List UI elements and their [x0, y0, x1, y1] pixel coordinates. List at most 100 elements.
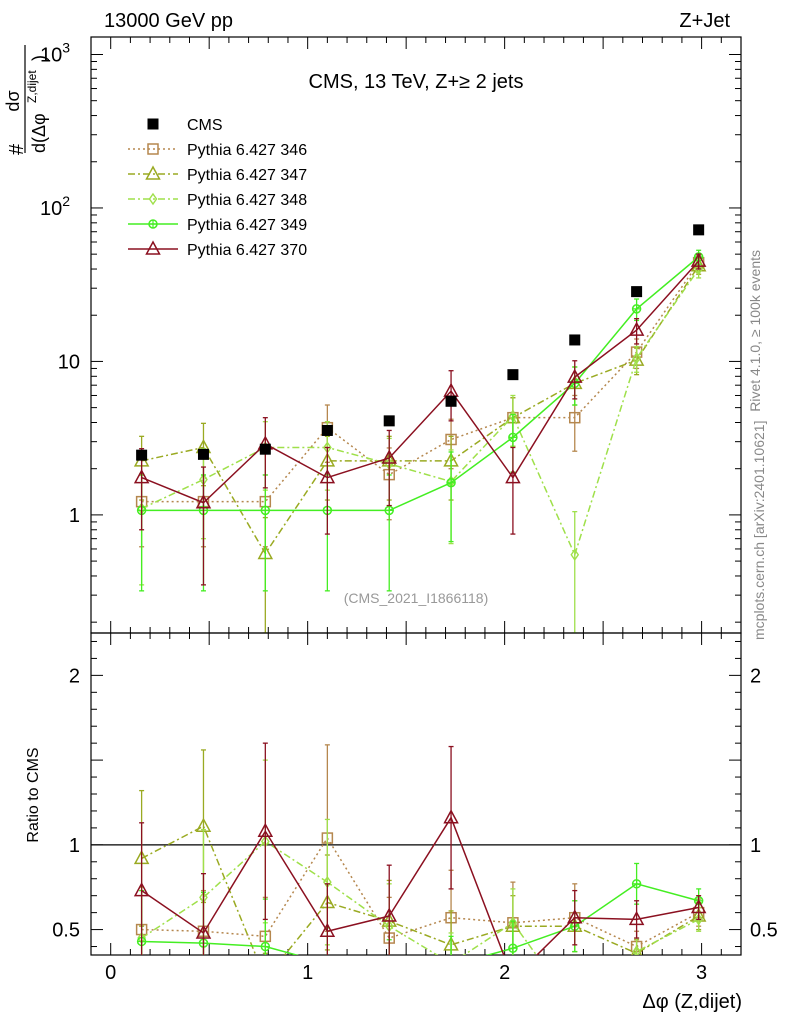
data-point	[133, 882, 150, 897]
legend-label: Pythia 6.427 370	[187, 242, 307, 259]
error-bar	[200, 466, 206, 586]
legend-marker	[145, 165, 161, 180]
y-tick-label: 102	[40, 193, 70, 220]
error-bar	[510, 446, 516, 535]
data-point	[569, 411, 581, 424]
series-p370	[133, 252, 707, 586]
series-line-p347	[141, 825, 700, 955]
error-bar	[572, 889, 578, 946]
main-panel: 1 10 102 103	[40, 36, 742, 634]
data-point	[197, 448, 209, 460]
ratio-y-tick-label-right: 2	[750, 665, 761, 687]
series-p347	[133, 257, 707, 633]
data-point	[321, 424, 333, 436]
series-p370	[133, 742, 707, 999]
x-tick-label: 3	[696, 962, 707, 984]
error-bar	[634, 345, 640, 373]
ratio-y-axis-label: Ratio to CMS	[25, 747, 42, 842]
data-point	[385, 966, 393, 974]
data-point	[690, 252, 707, 267]
data-point	[381, 449, 397, 464]
data-point	[260, 941, 271, 952]
legend-label: CMS	[187, 117, 223, 134]
error-bar	[448, 745, 454, 890]
y-axis-close-paren: )	[29, 55, 49, 61]
error-bar	[262, 952, 268, 955]
ratio-y-tick-label: 0.5	[52, 920, 80, 942]
data-point	[566, 909, 583, 924]
legend-label: Pythia 6.427 349	[187, 217, 307, 234]
process-label: Z+Jet	[679, 10, 730, 32]
error-bar	[139, 448, 145, 531]
series-line-p348	[141, 840, 699, 955]
data-point	[133, 469, 150, 484]
x-tick-label: 1	[302, 962, 313, 984]
data-point	[448, 958, 455, 968]
data-point	[508, 943, 518, 953]
ratio-y-tick-label: 1	[69, 835, 80, 857]
data-point	[566, 368, 583, 383]
series-line-p349	[141, 256, 700, 512]
error-bar	[262, 474, 268, 592]
data-point	[508, 432, 518, 443]
data-point	[628, 910, 645, 926]
ratio-y-tick-label-right: 0.5	[750, 920, 778, 942]
series-p348	[137, 260, 704, 633]
series-line-p348	[141, 268, 700, 557]
legend-item-cms: CMS	[147, 117, 223, 134]
data-point	[569, 334, 581, 346]
series-cms	[136, 224, 705, 461]
data-point	[445, 395, 457, 407]
y-axis-label-main: # dσ d(Δφ Z,dijet )	[3, 45, 49, 155]
series-p347	[133, 749, 707, 984]
error-bar	[510, 958, 515, 999]
series-p346	[135, 254, 705, 548]
data-point	[694, 913, 704, 926]
error-bar	[200, 873, 206, 955]
legend-label: Pythia 6.427 348	[187, 192, 307, 209]
legend-item-p348: Pythia 6.427 348	[128, 192, 307, 209]
y-axis-hash: #	[6, 143, 28, 155]
watermark-analysis-id: (CMS_2021_I1866118)	[344, 590, 489, 606]
error-bar	[448, 451, 454, 543]
data-point	[257, 822, 274, 838]
data-point	[195, 494, 212, 509]
y-tick-label: 1	[69, 505, 80, 527]
data-point	[319, 469, 336, 484]
data-point	[259, 972, 272, 984]
data-point	[323, 959, 331, 967]
error-bar	[634, 900, 640, 939]
legend-marker	[147, 143, 159, 155]
y-axis-dsigma: dσ	[3, 90, 23, 111]
data-point	[447, 961, 455, 969]
mcplots-reference-label: mcplots.cern.ch [arXiv:2401.10621]	[751, 421, 767, 640]
series-line-p347	[141, 265, 700, 555]
x-tick-label: 0	[105, 962, 116, 984]
x-axis-label: Δφ (Z,dijet)	[642, 991, 742, 1013]
error-bar	[262, 742, 268, 921]
legend-marker	[147, 118, 159, 130]
y-tick-label: 103	[40, 39, 70, 66]
data-point	[632, 945, 641, 955]
y-tick-label: 10	[58, 351, 80, 373]
series-p349	[136, 249, 704, 592]
error-bar	[386, 864, 392, 955]
data-point	[631, 304, 642, 314]
legend-marker	[145, 240, 161, 255]
data-point	[628, 321, 645, 336]
data-point	[570, 548, 580, 561]
data-point	[319, 922, 336, 938]
legend-item-p346: Pythia 6.427 346	[128, 142, 307, 159]
data-point	[381, 907, 397, 922]
data-point	[693, 224, 705, 236]
data-point	[383, 415, 395, 427]
error-bar	[386, 429, 392, 507]
data-point	[195, 924, 212, 939]
y-axis-dphi: d(Δφ	[29, 113, 49, 153]
data-point	[507, 369, 519, 381]
series-p348	[137, 759, 704, 968]
error-bar	[448, 935, 454, 955]
energy-label: 13000 GeV pp	[104, 10, 233, 32]
legend-item-p349: Pythia 6.427 349	[128, 217, 307, 234]
